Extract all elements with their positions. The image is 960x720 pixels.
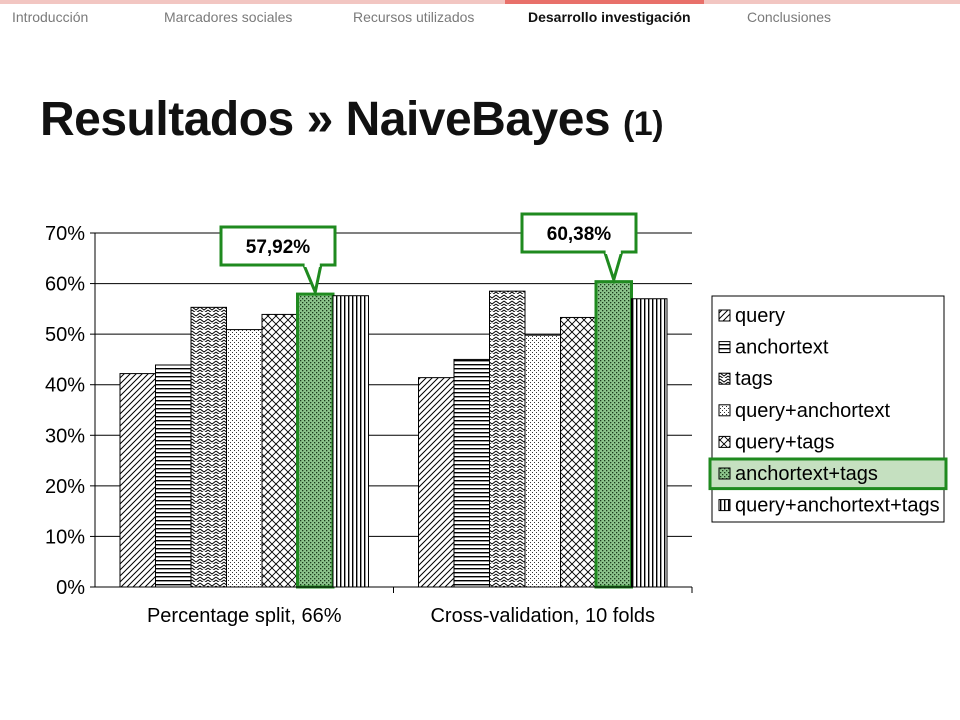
nav-progress-bar [0,0,960,4]
y-tick-label: 30% [45,425,85,447]
y-tick-label: 10% [45,526,85,548]
legend-label: query+anchortext+tags [735,495,940,517]
legend-swatch [718,372,731,385]
y-tick-label: 60% [45,274,85,296]
slide-title-suffix: (1) [622,105,664,143]
nav-item-desarrollo-investigacion[interactable]: Desarrollo investigación [528,9,691,25]
callout-label: 57,92% [246,237,311,258]
legend-label: query+tags [735,431,835,453]
bar [560,316,597,588]
bar [453,358,490,588]
bar [594,280,633,589]
bar [524,334,561,588]
legend-swatch [718,499,731,512]
top-navigation: Introducción Marcadores sociales Recurso… [0,0,960,36]
slide-title: Resultados » NaiveBayes (1) [40,92,664,147]
nav-item-marcadores-sociales[interactable]: Marcadores sociales [164,9,293,25]
bar [226,329,263,588]
x-category-label: Cross-validation, 10 folds [430,605,655,627]
legend-swatch [718,341,731,354]
bar [332,295,369,588]
bars [119,280,668,589]
callout-pointer [300,261,324,298]
legend-label: query [735,305,785,327]
legend-label: anchortext+tags [735,463,878,485]
y-tick-label: 70% [45,223,85,245]
callout-pointer [602,248,625,285]
y-tick-label: 0% [56,577,85,599]
legend-swatch [718,309,731,322]
callout-box [520,212,638,254]
bar [155,364,192,588]
legend-label: anchortext [735,337,829,359]
nav-item-recursos-utilizados[interactable]: Recursos utilizados [353,9,475,25]
legend-label: tags [735,368,773,390]
slide-title-main: Resultados » NaiveBayes [40,93,611,146]
x-category-label: Percentage split, 66% [147,605,342,627]
bar [418,377,455,588]
callouts: 57,92% 60,38% [219,212,638,298]
legend-swatch [718,435,731,448]
nav-progress-active [505,0,704,4]
legend-highlight-box [708,457,948,491]
bar [489,290,526,588]
callout-box [219,225,337,267]
axes: 0% 10% 20% 30% 40% 50% 60% 70% Percentage split,… [45,223,693,627]
nav-item-introduccion[interactable]: Introducción [12,9,89,25]
bar [631,298,668,588]
bar [190,306,227,588]
y-tick-label: 40% [45,375,85,397]
legend-label: query+anchortext [735,400,891,422]
bar [296,292,335,589]
y-tick-label: 20% [45,476,85,498]
bar [119,373,156,588]
nav-item-conclusiones[interactable]: Conclusiones [747,9,832,25]
bar [261,313,298,588]
callout-label: 60,38% [547,224,612,245]
legend-swatch [718,467,731,480]
y-tick-label: 50% [45,324,85,346]
legend: query anchortext tags query+anchortext query… [708,295,948,523]
legend-swatch [718,404,731,417]
